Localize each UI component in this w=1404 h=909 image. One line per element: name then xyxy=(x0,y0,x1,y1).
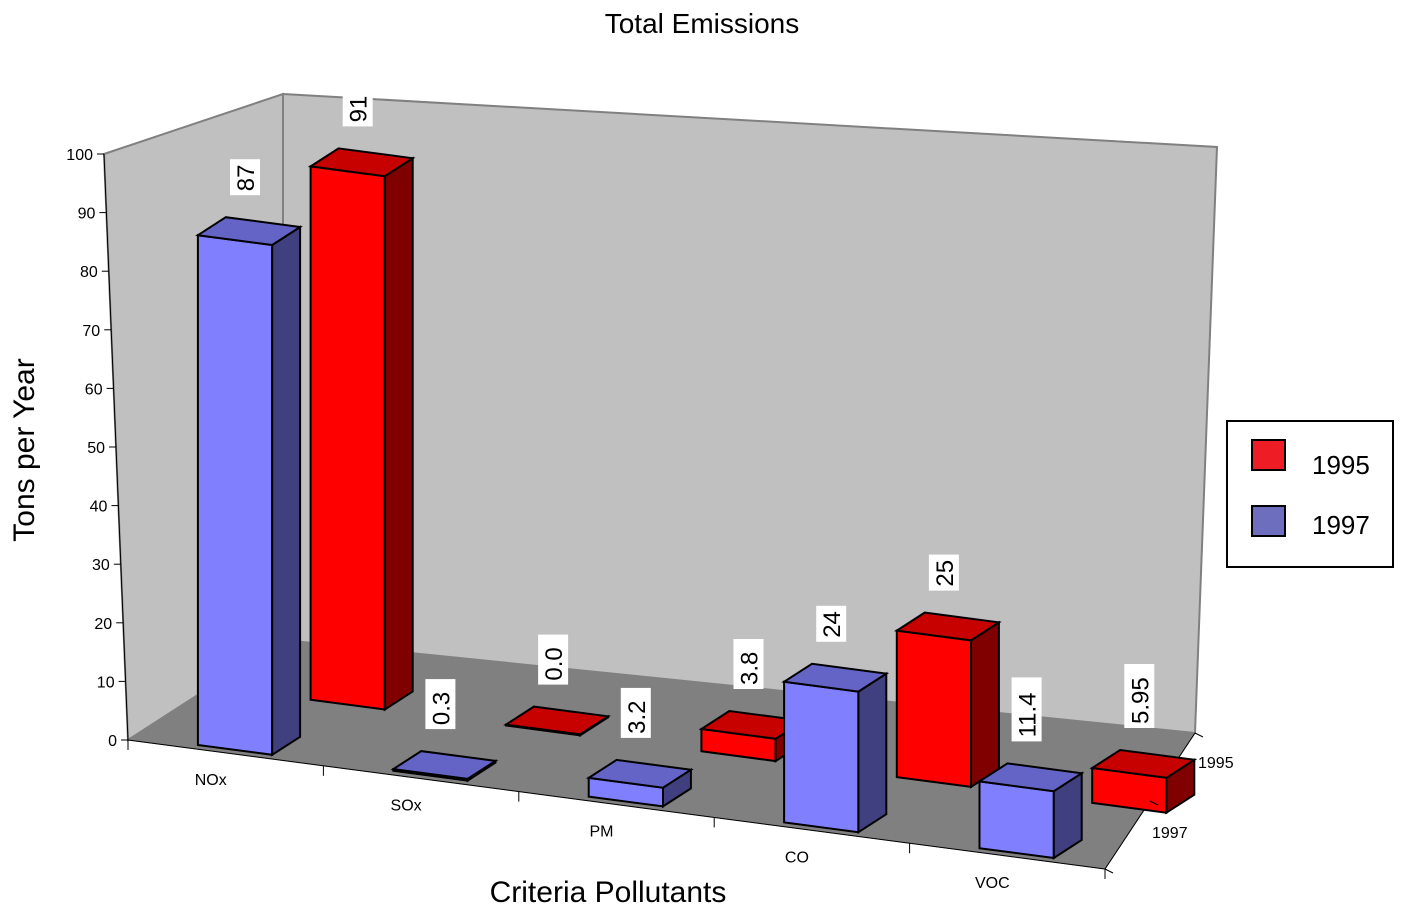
bar-1995-sox xyxy=(503,705,611,738)
bar-1997-sox xyxy=(390,750,499,783)
back-wall xyxy=(282,92,1219,735)
value-label-1995-pm: 3.8 xyxy=(733,639,764,689)
bar-1995-nox xyxy=(307,147,416,712)
value-label-1997-nox: 87 xyxy=(230,159,260,196)
value-label-text: 25 xyxy=(932,560,959,587)
y-tick-label: 100 xyxy=(66,147,93,164)
value-label-1995-co: 25 xyxy=(928,554,959,591)
bar-front-face xyxy=(978,780,1055,860)
category-label-pm: PM xyxy=(590,824,614,841)
bars xyxy=(195,147,1198,860)
value-label-bg xyxy=(1011,677,1042,742)
legend-swatch-1997 xyxy=(1251,505,1286,537)
bar-top-face xyxy=(390,750,499,780)
x-axis-line xyxy=(127,739,1106,870)
depth-tick-front xyxy=(1104,868,1114,874)
value-label-bg xyxy=(230,159,260,196)
category-label-co: CO xyxy=(785,849,809,866)
value-label-text: 11.4 xyxy=(1015,692,1042,737)
value-label-text: 3.8 xyxy=(737,652,764,685)
y-tick-label: 30 xyxy=(92,557,110,574)
value-label-bg xyxy=(620,687,651,738)
value-label-bg xyxy=(733,639,764,689)
value-label-1997-co: 24 xyxy=(816,605,847,642)
bar-top-face xyxy=(893,611,1002,642)
chart-title: Total Emissions xyxy=(605,8,800,39)
bar-front-face xyxy=(196,234,274,756)
bar-top-face xyxy=(307,147,416,178)
y-axis-title: Tons per Year xyxy=(8,358,41,541)
legend-label-1995: 1995 xyxy=(1312,450,1370,480)
bar-1997-nox xyxy=(195,216,303,757)
legend-swatch-1995 xyxy=(1251,439,1286,471)
bar-front-face xyxy=(783,680,860,834)
legend-label-1997: 1997 xyxy=(1312,510,1370,540)
value-label-bg xyxy=(538,634,569,685)
bar-top-face xyxy=(585,758,694,789)
value-label-text: 24 xyxy=(819,611,846,638)
data-labels: 91 0.0 3.8 25 5.95 87 0.3 3.2 24 11.4 xyxy=(230,90,1155,742)
category-label-sox: SOx xyxy=(391,798,422,815)
y-tick-label: 40 xyxy=(90,499,108,516)
bar-front-face xyxy=(895,629,972,789)
value-label-bg xyxy=(928,554,959,591)
value-label-1997-pm: 3.2 xyxy=(620,687,651,738)
bar-1995-co xyxy=(893,611,1002,789)
value-label-text: 0.0 xyxy=(541,647,568,680)
value-label-bg xyxy=(1124,664,1155,728)
depth-tick-1995 xyxy=(1194,732,1204,738)
y-tick-label: 70 xyxy=(82,323,100,340)
value-label-1997-sox: 0.3 xyxy=(425,679,456,730)
bar-top-face xyxy=(503,705,611,736)
bar-top-face xyxy=(976,762,1085,793)
bar-side-face xyxy=(857,671,888,835)
bar-1997-co xyxy=(781,662,890,835)
depth-label-1997: 1997 xyxy=(1152,825,1188,842)
value-label-text: 3.2 xyxy=(624,701,651,734)
value-label-1995-sox: 0.0 xyxy=(538,634,569,685)
y-tick-label: 50 xyxy=(87,440,105,457)
bar-side-face xyxy=(970,620,1000,789)
x-axis-ticks: NOx SOx PM CO VOC xyxy=(127,740,1106,892)
value-label-1995-voc: 5.95 xyxy=(1124,664,1155,728)
value-label-1995-nox: 91 xyxy=(342,90,373,127)
x-axis-title: Criteria Pollutants xyxy=(490,876,727,909)
legend: 1995 1997 xyxy=(1226,420,1394,568)
y-tick-label: 20 xyxy=(94,616,112,633)
bar-side-face xyxy=(383,156,414,712)
bar-1995-voc xyxy=(1089,748,1198,815)
value-label-text: 87 xyxy=(233,164,260,191)
value-label-1997-voc: 11.4 xyxy=(1011,677,1042,742)
value-label-text: 0.3 xyxy=(428,692,455,725)
bar-top-face xyxy=(195,216,303,247)
bar-top-face xyxy=(781,662,890,693)
depth-tick-1997 xyxy=(1149,800,1159,806)
bar-1997-voc xyxy=(976,762,1085,860)
value-label-text: 91 xyxy=(346,96,373,123)
value-label-bg xyxy=(342,90,373,127)
depth-label-1995: 1995 xyxy=(1198,755,1234,772)
value-label-bg xyxy=(425,679,456,730)
bar-top-face xyxy=(1089,748,1198,779)
y-tick-label: 90 xyxy=(78,206,96,223)
value-label-text: 5.95 xyxy=(1127,677,1154,724)
bar-1997-pm xyxy=(585,758,694,809)
bar-side-face xyxy=(271,225,302,757)
y-axis-ticks: 0 10 20 30 40 50 60 70 80 90 100 xyxy=(66,147,128,750)
y-tick-label: 80 xyxy=(80,264,98,281)
y-tick-label: 10 xyxy=(97,674,115,691)
y-tick-label: 60 xyxy=(85,381,103,398)
value-label-bg xyxy=(816,605,847,642)
category-label-nox: NOx xyxy=(195,772,227,789)
bar-front-face xyxy=(309,165,386,711)
y-tick-label: 0 xyxy=(108,733,117,750)
category-label-voc: VOC xyxy=(975,875,1010,892)
